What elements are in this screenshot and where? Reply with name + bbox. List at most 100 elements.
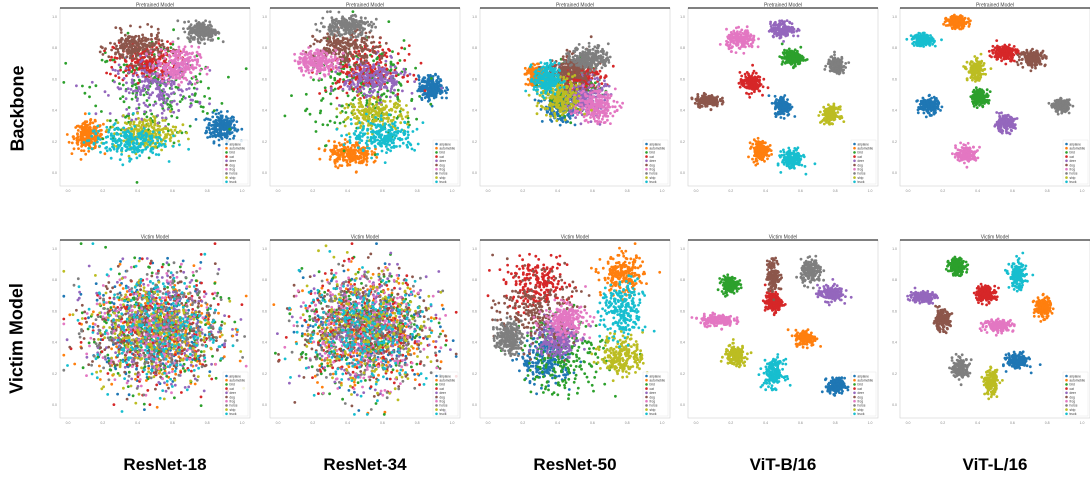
point-cat bbox=[359, 67, 363, 71]
point-automobile bbox=[370, 150, 374, 153]
point-airplane bbox=[208, 135, 212, 139]
point-frog bbox=[174, 77, 178, 80]
point-airplane bbox=[236, 128, 240, 132]
point-horse bbox=[360, 21, 364, 24]
point-dog bbox=[160, 39, 164, 43]
point-frog bbox=[171, 67, 175, 71]
point-frog bbox=[330, 62, 334, 66]
point-bird bbox=[212, 109, 216, 113]
point-bird bbox=[324, 144, 327, 148]
point-truck bbox=[154, 153, 158, 156]
point-frog bbox=[149, 49, 153, 53]
point-airplane bbox=[206, 136, 210, 139]
point-truck bbox=[396, 131, 399, 135]
point-ship bbox=[185, 131, 189, 135]
point-frog bbox=[316, 50, 320, 54]
point-truck bbox=[358, 134, 361, 138]
point-truck bbox=[87, 139, 91, 143]
point-truck bbox=[172, 134, 175, 138]
point-ship bbox=[395, 106, 398, 110]
point-deer bbox=[134, 117, 138, 121]
point-bird bbox=[88, 85, 92, 89]
point-cat bbox=[123, 58, 127, 62]
point-deer bbox=[149, 109, 152, 112]
point-bird bbox=[147, 156, 151, 160]
point-automobile bbox=[82, 149, 86, 153]
point-dog bbox=[327, 51, 331, 54]
point-cat bbox=[357, 49, 361, 53]
point-bird bbox=[122, 63, 126, 67]
point-frog bbox=[309, 49, 313, 53]
point-airplane bbox=[443, 89, 447, 93]
point-bird bbox=[192, 86, 196, 90]
point-frog bbox=[145, 52, 148, 56]
point-horse bbox=[359, 16, 363, 20]
point-dog bbox=[313, 38, 317, 41]
point-bird bbox=[398, 110, 402, 113]
point-ship bbox=[116, 121, 120, 124]
y-tick-label: 0.4 bbox=[472, 109, 477, 113]
point-automobile bbox=[77, 124, 80, 128]
point-truck bbox=[390, 141, 394, 145]
point-horse bbox=[202, 27, 206, 31]
point-ship bbox=[377, 105, 380, 109]
point-bird bbox=[326, 123, 329, 127]
point-deer bbox=[142, 101, 146, 105]
point-truck bbox=[121, 163, 125, 167]
point-bird bbox=[162, 94, 166, 97]
point-deer bbox=[378, 74, 382, 78]
point-automobile bbox=[323, 149, 327, 153]
legend-marker-deer bbox=[435, 159, 438, 163]
point-horse bbox=[369, 29, 373, 33]
point-deer bbox=[187, 87, 191, 90]
legend: airplaneautomobilebirdcatdeerdogfroghors… bbox=[432, 139, 459, 185]
point-ship bbox=[343, 124, 347, 128]
point-cat bbox=[128, 64, 131, 67]
point-cat bbox=[384, 63, 388, 67]
point-horse bbox=[364, 35, 368, 38]
point-truck bbox=[142, 139, 146, 143]
point-dog bbox=[360, 48, 364, 52]
point-automobile bbox=[372, 160, 376, 164]
point-horse bbox=[353, 32, 356, 35]
point-automobile bbox=[76, 132, 79, 136]
legend-marker-horse bbox=[225, 172, 228, 175]
point-frog bbox=[203, 67, 207, 70]
point-deer bbox=[373, 77, 376, 80]
point-deer bbox=[140, 117, 144, 121]
point-truck bbox=[383, 122, 387, 126]
point-cat bbox=[140, 52, 143, 55]
point-frog bbox=[313, 51, 317, 55]
point-truck bbox=[118, 139, 122, 143]
point-ship bbox=[135, 127, 138, 131]
point-bird bbox=[100, 58, 104, 62]
point-horse bbox=[358, 24, 362, 28]
point-ship bbox=[358, 111, 362, 115]
point-dog bbox=[119, 31, 123, 34]
point-cat bbox=[385, 55, 389, 59]
point-frog bbox=[334, 64, 338, 68]
point-truck bbox=[392, 144, 396, 148]
x-tick-label: 0.0 bbox=[66, 189, 71, 193]
point-ship bbox=[361, 113, 365, 117]
point-airplane bbox=[240, 127, 244, 131]
point-automobile bbox=[80, 149, 83, 153]
point-deer bbox=[370, 73, 374, 77]
point-cat bbox=[337, 80, 341, 84]
point-automobile bbox=[350, 153, 354, 157]
point-deer bbox=[393, 88, 396, 92]
point-horse bbox=[189, 23, 193, 27]
point-deer bbox=[371, 90, 375, 94]
point-ship bbox=[355, 117, 359, 120]
point-dog bbox=[363, 47, 367, 51]
point-ship bbox=[361, 116, 365, 120]
point-frog bbox=[151, 66, 155, 69]
point-deer bbox=[413, 107, 416, 111]
point-deer bbox=[146, 91, 150, 95]
point-dog bbox=[312, 42, 316, 46]
point-truck bbox=[105, 125, 109, 129]
point-deer bbox=[162, 109, 166, 112]
point-deer bbox=[383, 67, 386, 70]
point-truck bbox=[366, 136, 370, 139]
point-cat bbox=[346, 70, 349, 74]
